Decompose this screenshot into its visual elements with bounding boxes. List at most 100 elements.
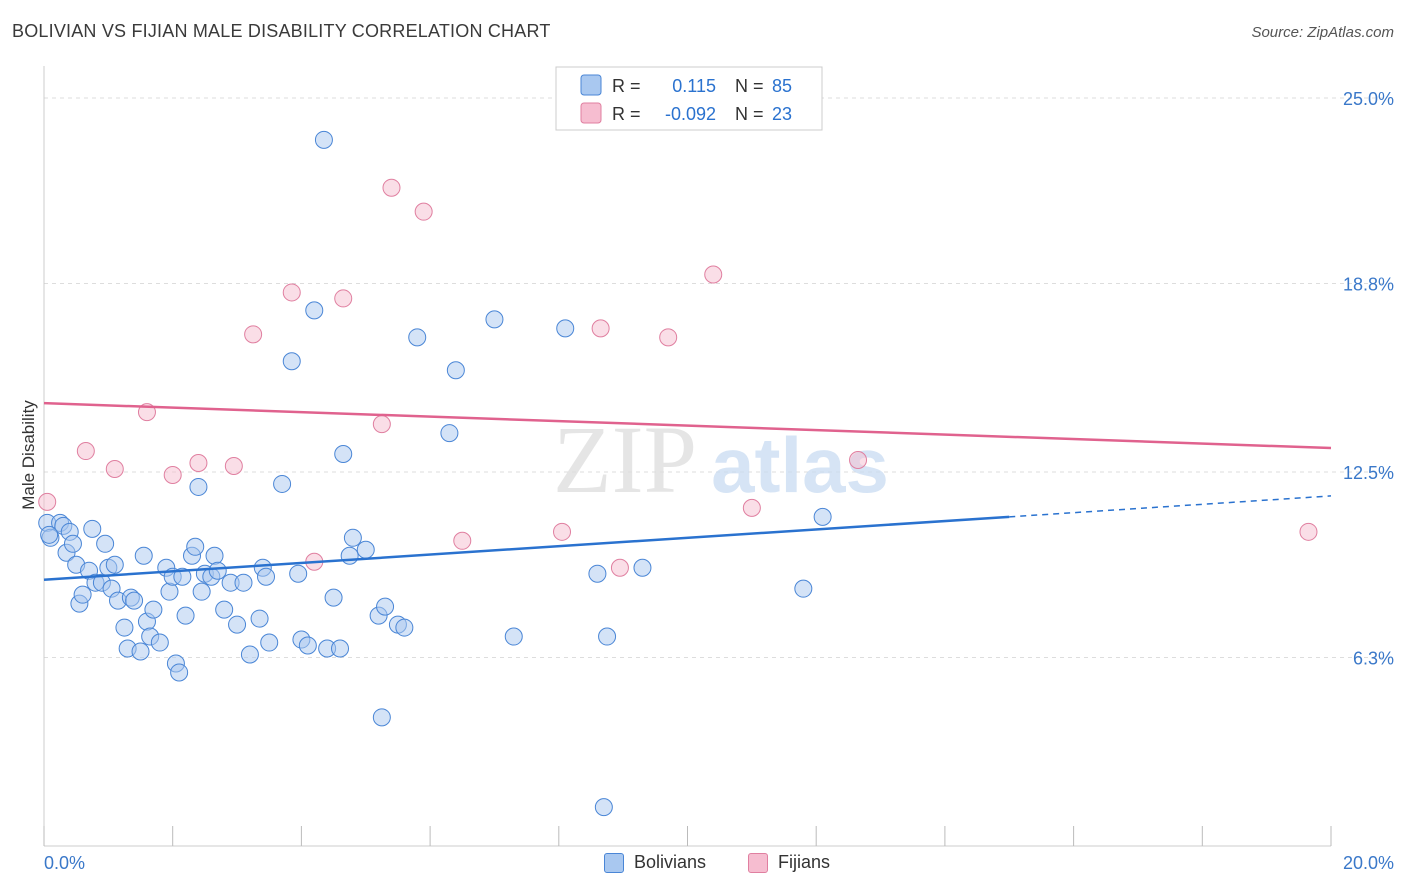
y-axis-label: Male Disability	[19, 400, 38, 510]
bolivian-point	[324, 588, 343, 607]
bolivian-point	[73, 585, 92, 604]
bottom-legend: Bolivians Fijians	[0, 852, 1406, 876]
y-tick-label: 6.3%	[1353, 648, 1394, 668]
bolivian-point	[228, 615, 247, 634]
gridlines	[44, 97, 1394, 658]
bolivian-point	[282, 352, 301, 371]
legend-n-label-bolivians: N =	[735, 76, 764, 96]
bolivian-point	[83, 519, 102, 538]
bolivian-point	[343, 528, 362, 547]
bolivian-point	[208, 561, 227, 580]
x-tick-label-min: 0.0%	[44, 853, 85, 873]
bolivian-point	[234, 573, 253, 592]
fijian-point	[76, 442, 95, 461]
bolivian-point	[260, 633, 279, 652]
bolivian-point	[176, 606, 195, 625]
series-fijians	[38, 178, 1318, 577]
legend-label-fijians: Fijians	[778, 852, 831, 872]
bolivian-point	[205, 546, 224, 565]
source-label: Source: ZipAtlas.com	[1251, 24, 1394, 41]
bolivian-point	[598, 627, 617, 646]
bolivian-point	[240, 645, 259, 664]
fijian-point	[282, 283, 301, 302]
chart-title: BOLIVIAN VS FIJIAN MALE DISABILITY CORRE…	[12, 21, 551, 41]
bolivian-point	[150, 633, 169, 652]
legend-item-bolivians: Bolivians	[604, 852, 706, 873]
bolivian-point	[144, 600, 163, 619]
bolivian-point	[331, 639, 350, 658]
trendlines	[43, 401, 1332, 581]
legend-box: R = 0.115 N = 85 R = -0.092 N = 23	[555, 66, 823, 131]
bolivian-point	[289, 564, 308, 583]
bolivian-point	[134, 546, 153, 565]
bolivian-point	[125, 591, 144, 610]
fijian-point	[414, 202, 433, 221]
trendline-fijians	[43, 401, 1332, 450]
fijian-point	[1299, 522, 1318, 541]
legend-swatch-bolivians	[580, 74, 602, 96]
fijian-point	[591, 319, 610, 338]
legend-swatch-bolivians-bottom	[604, 852, 624, 873]
fijian-point	[553, 522, 572, 541]
axes	[43, 66, 1332, 847]
bolivian-point	[356, 540, 375, 559]
legend-n-value-fijians: 23	[772, 104, 792, 124]
bolivian-point	[485, 310, 504, 329]
fijian-point	[659, 328, 678, 347]
bolivian-point	[372, 708, 391, 727]
bolivian-point	[160, 582, 179, 601]
fijian-point	[38, 492, 57, 511]
bolivian-point	[189, 477, 208, 496]
fijian-point	[382, 178, 401, 197]
bolivian-point	[250, 609, 269, 628]
bolivian-point	[186, 537, 205, 556]
bolivian-point	[556, 319, 575, 338]
bolivian-point	[314, 130, 333, 149]
fijian-point	[610, 558, 629, 577]
fijian-point	[742, 498, 761, 517]
bolivian-point	[334, 445, 353, 464]
fijian-point	[849, 451, 868, 470]
bolivian-point	[588, 564, 607, 583]
bolivian-point	[63, 534, 82, 553]
fijian-point	[189, 454, 208, 472]
legend-swatch-fijians	[580, 102, 602, 124]
bolivian-point	[340, 546, 359, 565]
fijian-point	[704, 265, 723, 284]
bolivian-point	[395, 618, 414, 637]
legend-r-label-fijians: R =	[612, 104, 641, 124]
fijian-point	[244, 325, 263, 344]
y-tick-label: 12.5%	[1343, 463, 1394, 483]
bolivian-point	[115, 618, 134, 637]
trendline-bolivians-extension	[1009, 495, 1332, 518]
legend-r-value-fijians: -0.092	[665, 104, 716, 124]
bolivian-point	[440, 424, 459, 443]
bolivian-point	[131, 642, 150, 661]
bolivian-point	[305, 301, 324, 320]
bolivian-point	[170, 663, 189, 682]
bolivian-point	[813, 507, 832, 526]
legend-n-label-fijians: N =	[735, 104, 764, 124]
bolivian-point	[215, 600, 234, 619]
bolivian-point	[408, 328, 427, 347]
bolivian-point	[40, 525, 59, 544]
legend-r-label-bolivians: R =	[612, 76, 641, 96]
bolivian-point	[105, 555, 124, 574]
bolivian-point	[794, 579, 813, 598]
legend-n-value-bolivians: 85	[772, 76, 792, 96]
bolivian-point	[192, 582, 211, 601]
fijian-point	[334, 289, 353, 308]
trendline-bolivians	[43, 515, 1010, 581]
bolivian-point	[633, 558, 652, 577]
bolivian-point	[96, 534, 115, 553]
bolivian-point	[173, 567, 192, 586]
legend-swatch-fijians-bottom	[748, 852, 768, 873]
legend-r-value-bolivians: 0.115	[672, 76, 716, 96]
legend-item-fijians: Fijians	[748, 852, 830, 873]
fijian-point	[453, 531, 472, 550]
y-tick-labels: 6.3% 12.5% 18.8% 25.0%	[1343, 89, 1394, 669]
fijian-point	[105, 459, 124, 478]
bolivian-point	[376, 597, 395, 616]
bolivian-point	[594, 798, 613, 817]
